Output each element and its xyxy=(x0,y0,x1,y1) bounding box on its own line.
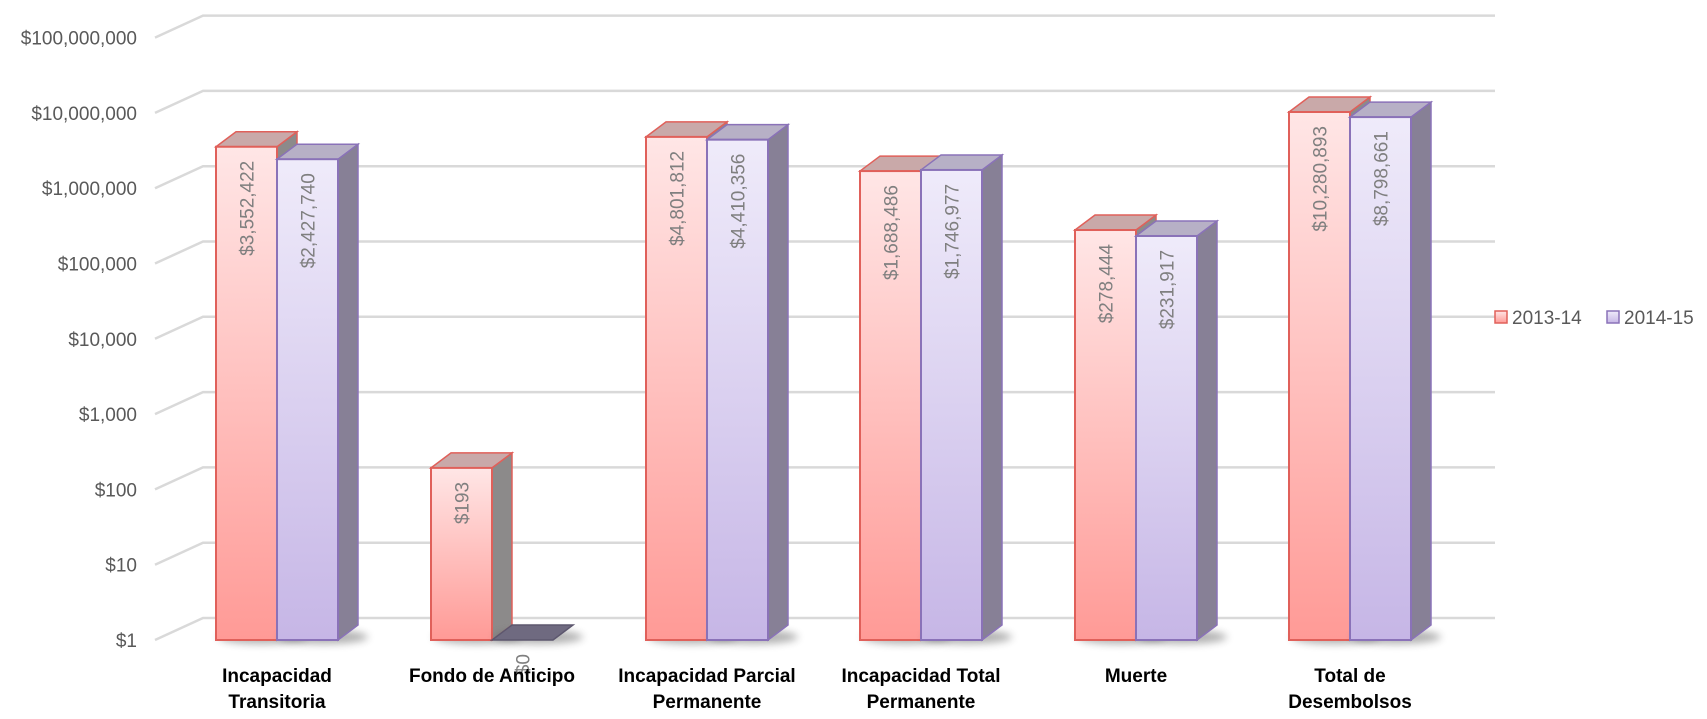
bar-zero xyxy=(489,624,576,641)
gridline xyxy=(154,466,1495,491)
data-label: $2,427,740 xyxy=(299,173,320,268)
bar xyxy=(1074,229,1137,642)
data-label: $1,746,977 xyxy=(943,184,964,279)
y-tick-label: $100,000,000 xyxy=(21,29,137,50)
data-label: $0 xyxy=(514,654,535,675)
category-label: Muerte xyxy=(1105,666,1167,687)
data-label: $10,280,893 xyxy=(1311,126,1332,232)
bar xyxy=(1135,234,1198,642)
bar-side xyxy=(491,451,513,642)
legend-label: 2014-15 xyxy=(1624,308,1694,329)
y-tick-label: $1,000,000 xyxy=(42,179,137,200)
gridline xyxy=(154,89,1495,115)
category-label: Total de Desembolsos xyxy=(1288,666,1412,713)
data-label: $3,552,422 xyxy=(238,161,259,256)
legend: 2013-14 2014-15 xyxy=(1494,308,1694,329)
bar xyxy=(645,135,708,641)
y-tick-label: $1,000 xyxy=(79,405,137,426)
y-tick-label: $1 xyxy=(116,631,137,652)
gridline xyxy=(154,240,1495,265)
bar xyxy=(1349,116,1412,641)
legend-swatch xyxy=(1494,310,1508,324)
bar-side xyxy=(767,123,789,642)
bar xyxy=(215,145,278,641)
gridline xyxy=(154,315,1495,340)
bar-side xyxy=(1410,100,1432,642)
gridline xyxy=(154,616,1495,642)
category-label: Incapacidad Transitoria xyxy=(222,666,332,713)
y-axis: $1 $10 $100 $1,000 $10,000 $100,000 $1,000,000… xyxy=(21,29,137,652)
bar xyxy=(920,168,983,641)
gridline xyxy=(154,164,1495,190)
gridline xyxy=(154,390,1495,416)
data-label: $1,688,486 xyxy=(882,185,903,280)
category-label: Fondo de Anticipo xyxy=(409,666,575,687)
data-label: $4,410,356 xyxy=(729,154,750,249)
x-axis: Incapacidad Transitoria Fondo de Anticipo I… xyxy=(222,666,1412,713)
category-label: Incapacidad Total Permanente xyxy=(841,666,1000,713)
gridlines xyxy=(154,14,1495,642)
bar xyxy=(276,158,339,641)
data-label: $8,798,661 xyxy=(1372,131,1393,226)
category-label: Incapacidad Parcial Permanente xyxy=(618,666,795,713)
legend-swatch xyxy=(1606,310,1620,324)
y-tick-label: $10,000,000 xyxy=(31,104,137,125)
bar-side xyxy=(337,142,359,642)
bar-side xyxy=(1196,219,1218,642)
y-tick-label: $100 xyxy=(95,480,137,501)
data-label: $4,801,812 xyxy=(668,151,689,246)
data-labels: $3,552,422 $2,427,740 $193 $0 $4,801,812 $4,4… xyxy=(238,126,1393,675)
bar xyxy=(706,138,769,641)
bar-side xyxy=(981,153,1003,642)
y-tick-label: $10,000 xyxy=(68,330,137,351)
gridline xyxy=(154,14,1495,39)
y-tick-label: $100,000 xyxy=(58,255,137,276)
data-label: $231,917 xyxy=(1158,250,1179,329)
data-label: $193 xyxy=(453,482,474,524)
y-tick-label: $10 xyxy=(105,556,137,577)
gridline xyxy=(154,541,1495,566)
bar xyxy=(1288,110,1351,641)
bars xyxy=(213,95,1441,644)
bar xyxy=(430,466,493,641)
data-label: $278,444 xyxy=(1097,244,1118,324)
legend-label: 2013-14 xyxy=(1512,308,1582,329)
